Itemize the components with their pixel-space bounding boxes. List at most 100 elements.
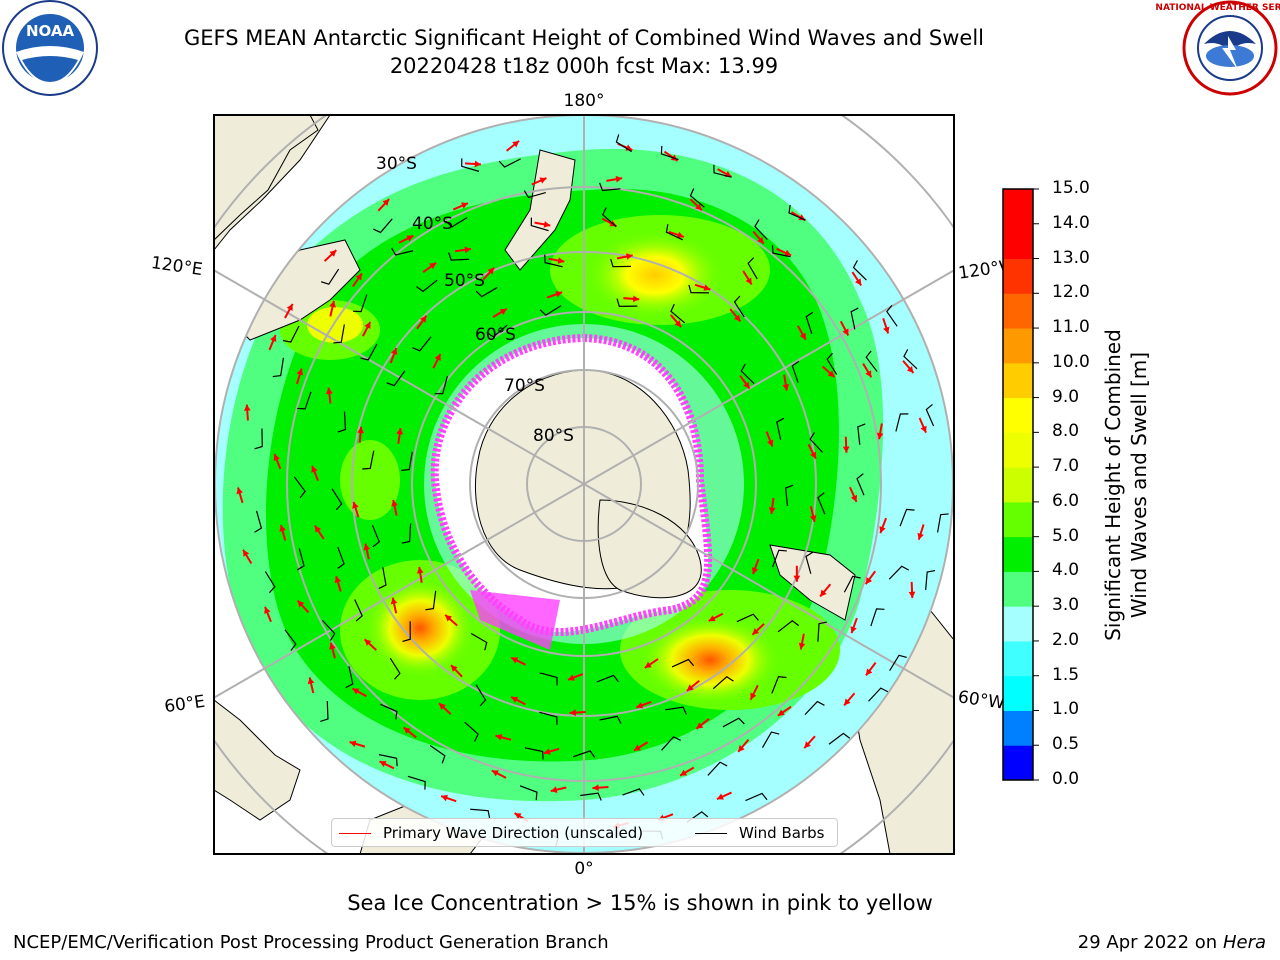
wave-arrow-head xyxy=(615,175,623,183)
wind-barb xyxy=(771,245,791,258)
colorbar-tick-label: 13.0 xyxy=(1052,247,1090,268)
wind-barb xyxy=(754,219,768,240)
wind-barb xyxy=(416,279,438,293)
colorbar-segment xyxy=(1003,397,1033,433)
colorbar-tick-label: 0.0 xyxy=(1052,769,1080,789)
wind-barb xyxy=(464,721,479,742)
wave-arrow-head xyxy=(460,202,468,209)
colorbar-tick-label: 14.0 xyxy=(1052,212,1090,233)
wave-arrow-head xyxy=(439,703,446,710)
map-frame xyxy=(213,114,955,855)
wind-barb xyxy=(272,357,285,378)
colorbar-tick-label: 8.0 xyxy=(1052,421,1080,442)
wave-arrow-head xyxy=(696,722,704,729)
wind-barb xyxy=(360,343,378,361)
wind-barb xyxy=(868,687,889,702)
wave-arrow-head xyxy=(297,600,305,608)
colorbar-tick-label: 5.0 xyxy=(1052,525,1080,546)
wind-barb xyxy=(740,363,755,385)
wind-barb xyxy=(895,413,909,432)
wave-arrow-head xyxy=(636,702,644,709)
chart-subtitle: 20220428 t18z 000h fcst Max: 13.99 xyxy=(389,54,779,78)
wind-barb xyxy=(870,608,885,627)
wind-barb xyxy=(401,451,413,471)
colorbar-segment xyxy=(1003,571,1033,607)
wind-barb xyxy=(776,417,785,440)
wind-barb xyxy=(937,513,949,533)
colorbar xyxy=(1003,188,1039,781)
wave-arrow-head xyxy=(865,577,873,585)
wind-barb xyxy=(401,523,412,544)
wave-arrow-head xyxy=(352,501,359,509)
wave-arrow-head xyxy=(686,684,694,691)
colorbar-tick-label: 1.0 xyxy=(1052,699,1080,720)
wind-barb xyxy=(461,158,480,172)
wind-barb xyxy=(761,731,780,748)
wind-barb xyxy=(470,632,488,651)
wave-arrow-head xyxy=(390,347,398,355)
colorbar-segment xyxy=(1003,675,1033,711)
wave-arrow-head xyxy=(827,370,835,378)
wave-arrow-head xyxy=(279,525,286,532)
wind-barb xyxy=(337,546,345,569)
wave-arrow-head xyxy=(243,404,251,411)
wind-barb xyxy=(530,217,549,232)
wave-arrow-head xyxy=(743,381,750,389)
sea-ice-caption: Sea Ice Concentration > 15% is shown in … xyxy=(347,891,933,915)
wave-arrow-head xyxy=(716,793,724,800)
colorbar-segment xyxy=(1003,328,1033,364)
wind-barb xyxy=(785,484,794,507)
colorbar-tick-label: 2.0 xyxy=(1052,629,1080,650)
wave-arrow-head xyxy=(391,499,398,507)
wind-barb xyxy=(886,304,898,327)
wind-barb xyxy=(539,305,562,316)
wind-barb xyxy=(345,666,354,689)
wind-barb xyxy=(733,295,745,318)
wave-arrow-head xyxy=(314,525,322,533)
wave-arrow-head xyxy=(799,332,806,340)
wind-barb xyxy=(470,808,491,819)
wave-arrow-head xyxy=(733,314,741,322)
colorbar-segment xyxy=(1003,640,1033,677)
wave-arrow-head xyxy=(236,487,243,495)
wave-arrow-head xyxy=(491,770,499,777)
colorbar-tick-label: 11.0 xyxy=(1052,317,1090,338)
wind-barb xyxy=(736,613,759,623)
colorbar-tick-label: 0.5 xyxy=(1052,734,1080,755)
wave-arrow-head xyxy=(674,320,682,328)
wind-barb xyxy=(826,352,838,375)
wave-arrow-head xyxy=(850,626,857,634)
wave-arrow-head xyxy=(782,383,790,391)
wind-barb xyxy=(254,510,263,533)
wave-arrow-head xyxy=(865,668,873,676)
colorbar-tick-label: 1.5 xyxy=(1052,664,1080,685)
colorbar-tick-label: 12.0 xyxy=(1052,282,1090,303)
wave-arrow-head xyxy=(511,696,519,703)
colorbar-title: Significant Height of Combined Wind Wave… xyxy=(1101,329,1151,641)
wind-barb xyxy=(264,571,276,594)
wave-arrow-head xyxy=(296,368,304,376)
wave-arrow-head xyxy=(474,160,481,168)
colorbar-tick-label: 15.0 xyxy=(1052,178,1090,198)
wave-arrow-head xyxy=(379,761,387,768)
wave-arrow-head xyxy=(644,661,652,668)
wind-barb xyxy=(788,204,806,221)
wave-arrow-head xyxy=(450,665,458,672)
wave-arrow-head xyxy=(307,677,315,685)
wave-arrow-head xyxy=(703,284,711,291)
wind-barb xyxy=(402,621,411,642)
wind-barb xyxy=(828,732,851,745)
legend-item-wind-barbs: Wind Barbs xyxy=(695,824,824,842)
wind-barb xyxy=(371,524,381,548)
wave-arrow-head xyxy=(464,246,472,254)
wave-arrow-head xyxy=(264,606,271,614)
legend-wave-label: Primary Wave Direction (unscaled) xyxy=(383,824,644,842)
wind-barb xyxy=(809,432,823,453)
wave-arrow-head xyxy=(569,709,577,716)
wind-barb xyxy=(331,488,343,511)
wave-arrow-head xyxy=(514,813,522,820)
wave-arrow-head xyxy=(850,494,858,502)
lat-label-30s: 30°S xyxy=(376,154,417,174)
wave-arrow-head xyxy=(543,221,551,228)
wind-barb xyxy=(386,370,406,387)
